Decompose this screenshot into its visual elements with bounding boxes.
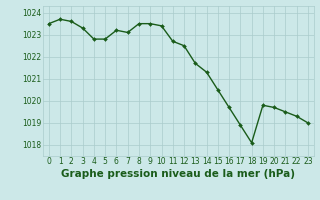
X-axis label: Graphe pression niveau de la mer (hPa): Graphe pression niveau de la mer (hPa) [61, 169, 295, 179]
